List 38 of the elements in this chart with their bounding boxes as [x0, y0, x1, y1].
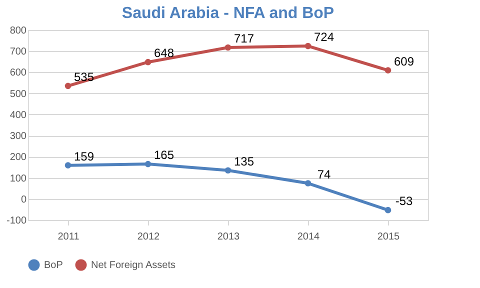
point [384, 67, 392, 74]
data-label: 648 [154, 46, 174, 60]
legend-label: Net Foreign Assets [91, 260, 176, 271]
y-tick-label: -100 [6, 216, 27, 226]
legend-label: BoP [44, 260, 64, 271]
y-tick-label: 500 [10, 88, 27, 100]
data-label: 74 [317, 167, 331, 182]
point [384, 206, 392, 214]
y-tick-label: 100 [10, 173, 27, 184]
y-tick-label: 400 [10, 110, 27, 121]
y-tick-label: 200 [10, 152, 27, 164]
point [224, 167, 232, 174]
y-tick-label: 0 [20, 194, 27, 206]
point [144, 160, 152, 168]
y-tick-label: 600 [10, 68, 27, 79]
x-tick-label: 2011 [58, 232, 80, 242]
x-tick-label: 2013 [217, 232, 240, 242]
y-tick-label: 300 [10, 131, 27, 142]
data-label: 717 [234, 32, 254, 46]
data-label: 609 [394, 54, 414, 68]
x-tick-label: 2015 [377, 232, 400, 242]
point [304, 180, 312, 186]
data-label: 724 [314, 30, 334, 44]
y-tick-label: 700 [10, 46, 27, 58]
data-label: 135 [234, 154, 254, 168]
point [224, 44, 232, 51]
data-label: 159 [74, 149, 94, 164]
x-tick-label: 2014 [297, 232, 320, 242]
data-label: 165 [154, 148, 174, 162]
y-tick-label: 800 [10, 26, 27, 36]
point [304, 42, 312, 50]
data-label: -53 [395, 194, 413, 208]
point [144, 58, 152, 66]
x-tick-label: 2012 [137, 232, 160, 242]
point [64, 162, 72, 168]
chart-title: Saudi Arabia - NFA and BoP [122, 5, 334, 22]
data-label: 535 [74, 70, 94, 84]
point [64, 82, 72, 90]
